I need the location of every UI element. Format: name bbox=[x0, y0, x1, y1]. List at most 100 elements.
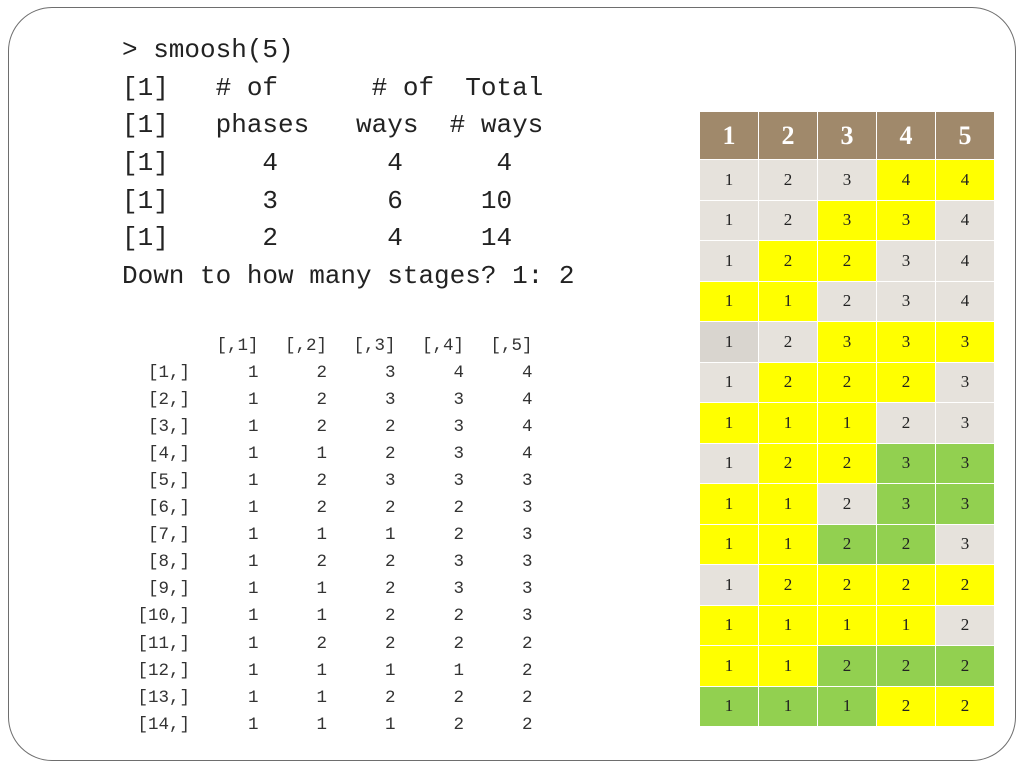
table-cell: 1 bbox=[699, 159, 759, 201]
matrix-cell: 3 bbox=[521, 471, 533, 492]
matrix-cell: 3 bbox=[453, 579, 464, 600]
console-line: [1] # of # of Total bbox=[122, 72, 544, 103]
matrix-cell: 3 bbox=[521, 606, 533, 627]
matrix-cell: 1 bbox=[316, 579, 327, 600]
table-cell: 2 bbox=[758, 564, 818, 606]
matrix-cell: 1 bbox=[247, 552, 259, 573]
matrix-cell: 1 bbox=[247, 633, 259, 654]
table-cell: 2 bbox=[758, 321, 818, 363]
table-cell: 3 bbox=[817, 199, 877, 241]
table-cell: 1 bbox=[876, 604, 936, 646]
table-cell: 4 bbox=[876, 159, 936, 201]
table-cell: 3 bbox=[935, 321, 995, 363]
table-cell: 2 bbox=[935, 564, 995, 606]
matrix-cell: 3 bbox=[521, 498, 533, 519]
table-cell: 2 bbox=[817, 645, 877, 687]
table-cell: 1 bbox=[817, 402, 877, 444]
matrix-row-label: [13,] bbox=[137, 687, 190, 708]
matrix-cell: 1 bbox=[247, 714, 259, 735]
table-cell: 1 bbox=[758, 483, 818, 525]
matrix-cell: 2 bbox=[316, 389, 327, 410]
matrix-cell: 3 bbox=[521, 579, 533, 600]
table-cell: 1 bbox=[758, 523, 818, 565]
matrix-cell: 1 bbox=[247, 389, 259, 410]
table-cell: 1 bbox=[758, 645, 818, 687]
matrix-cell: 1 bbox=[453, 660, 464, 681]
matrix-cell: 1 bbox=[384, 660, 396, 681]
matrix-cell: 4 bbox=[521, 443, 533, 464]
table-cell: 4 bbox=[935, 240, 995, 282]
table-cell: 1 bbox=[699, 645, 759, 687]
matrix-cell: 2 bbox=[521, 687, 533, 708]
matrix-cell: 3 bbox=[453, 471, 464, 492]
console-line: [1] 2 4 14 bbox=[122, 223, 513, 254]
table-cell: 1 bbox=[758, 604, 818, 646]
matrix-row: [8,] 1 2 2 3 3 bbox=[122, 549, 533, 576]
table-cell: 3 bbox=[935, 483, 995, 525]
table-cell: 1 bbox=[699, 523, 759, 565]
matrix-row: [1,] 1 2 3 4 4 bbox=[122, 359, 533, 386]
matrix-cell: 1 bbox=[247, 579, 259, 600]
table-header-cell: 1 bbox=[699, 111, 759, 160]
matrix-row-label: [5,] bbox=[147, 471, 190, 492]
matrix-row: [12,] 1 1 1 1 2 bbox=[122, 657, 533, 684]
matrix-row-label: [9,] bbox=[147, 579, 190, 600]
table-cell: 3 bbox=[876, 442, 936, 484]
matrix-cell: 2 bbox=[521, 633, 533, 654]
matrix-cell: 4 bbox=[453, 362, 464, 383]
matrix-row: [13,] 1 1 2 2 2 bbox=[122, 684, 533, 711]
table-cell: 3 bbox=[935, 402, 995, 444]
matrix-cell: 1 bbox=[316, 660, 327, 681]
matrix-cell: 1 bbox=[316, 687, 327, 708]
slide-frame bbox=[8, 7, 1016, 761]
matrix-cell: 4 bbox=[521, 362, 533, 383]
matrix-cell: 3 bbox=[521, 552, 533, 573]
matrix-cell: 1 bbox=[247, 498, 259, 519]
table-cell: 3 bbox=[876, 321, 936, 363]
matrix-cell: 3 bbox=[384, 471, 396, 492]
matrix-row: [9,] 1 1 2 3 3 bbox=[122, 576, 533, 603]
matrix-cell: 3 bbox=[453, 416, 464, 437]
table-cell: 2 bbox=[817, 523, 877, 565]
matrix-cell: 2 bbox=[316, 471, 327, 492]
table-cell: 2 bbox=[817, 564, 877, 606]
matrix-row-label: [4,] bbox=[147, 443, 190, 464]
table-cell: 2 bbox=[935, 604, 995, 646]
matrix-cell: 1 bbox=[247, 362, 259, 383]
matrix-column-header: [,3] bbox=[353, 335, 396, 356]
matrix-cell: 4 bbox=[521, 389, 533, 410]
matrix-cell: 4 bbox=[521, 416, 533, 437]
matrix-cell: 1 bbox=[384, 714, 396, 735]
table-cell: 2 bbox=[817, 240, 877, 282]
matrix-column-header: [,5] bbox=[490, 335, 533, 356]
table-cell: 1 bbox=[817, 604, 877, 646]
table-cell: 2 bbox=[935, 685, 995, 727]
matrix-cell: 2 bbox=[384, 579, 396, 600]
console-prompt-line: Down to how many stages? 1: 2 bbox=[122, 261, 575, 292]
matrix-cell: 2 bbox=[521, 660, 533, 681]
matrix-row-label: [3,] bbox=[147, 416, 190, 437]
table-cell: 1 bbox=[699, 685, 759, 727]
matrix-cell: 1 bbox=[247, 471, 259, 492]
table-cell: 3 bbox=[935, 361, 995, 403]
table-cell: 1 bbox=[758, 280, 818, 322]
table-cell: 3 bbox=[876, 280, 936, 322]
table-cell: 1 bbox=[758, 685, 818, 727]
matrix-cell: 2 bbox=[384, 633, 396, 654]
matrix-cell: 2 bbox=[316, 633, 327, 654]
matrix-row: [7,] 1 1 1 2 3 bbox=[122, 522, 533, 549]
table-cell: 1 bbox=[699, 280, 759, 322]
matrix-cell: 2 bbox=[453, 498, 464, 519]
table-cell: 3 bbox=[935, 523, 995, 565]
matrix-cell: 2 bbox=[453, 687, 464, 708]
matrix-row-label: [1,] bbox=[147, 362, 190, 383]
matrix-cell: 1 bbox=[247, 443, 259, 464]
table-cell: 1 bbox=[817, 685, 877, 727]
